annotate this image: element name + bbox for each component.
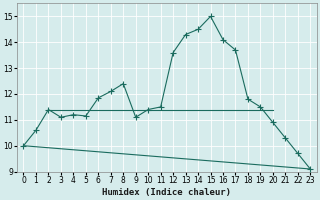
X-axis label: Humidex (Indice chaleur): Humidex (Indice chaleur) (102, 188, 231, 197)
